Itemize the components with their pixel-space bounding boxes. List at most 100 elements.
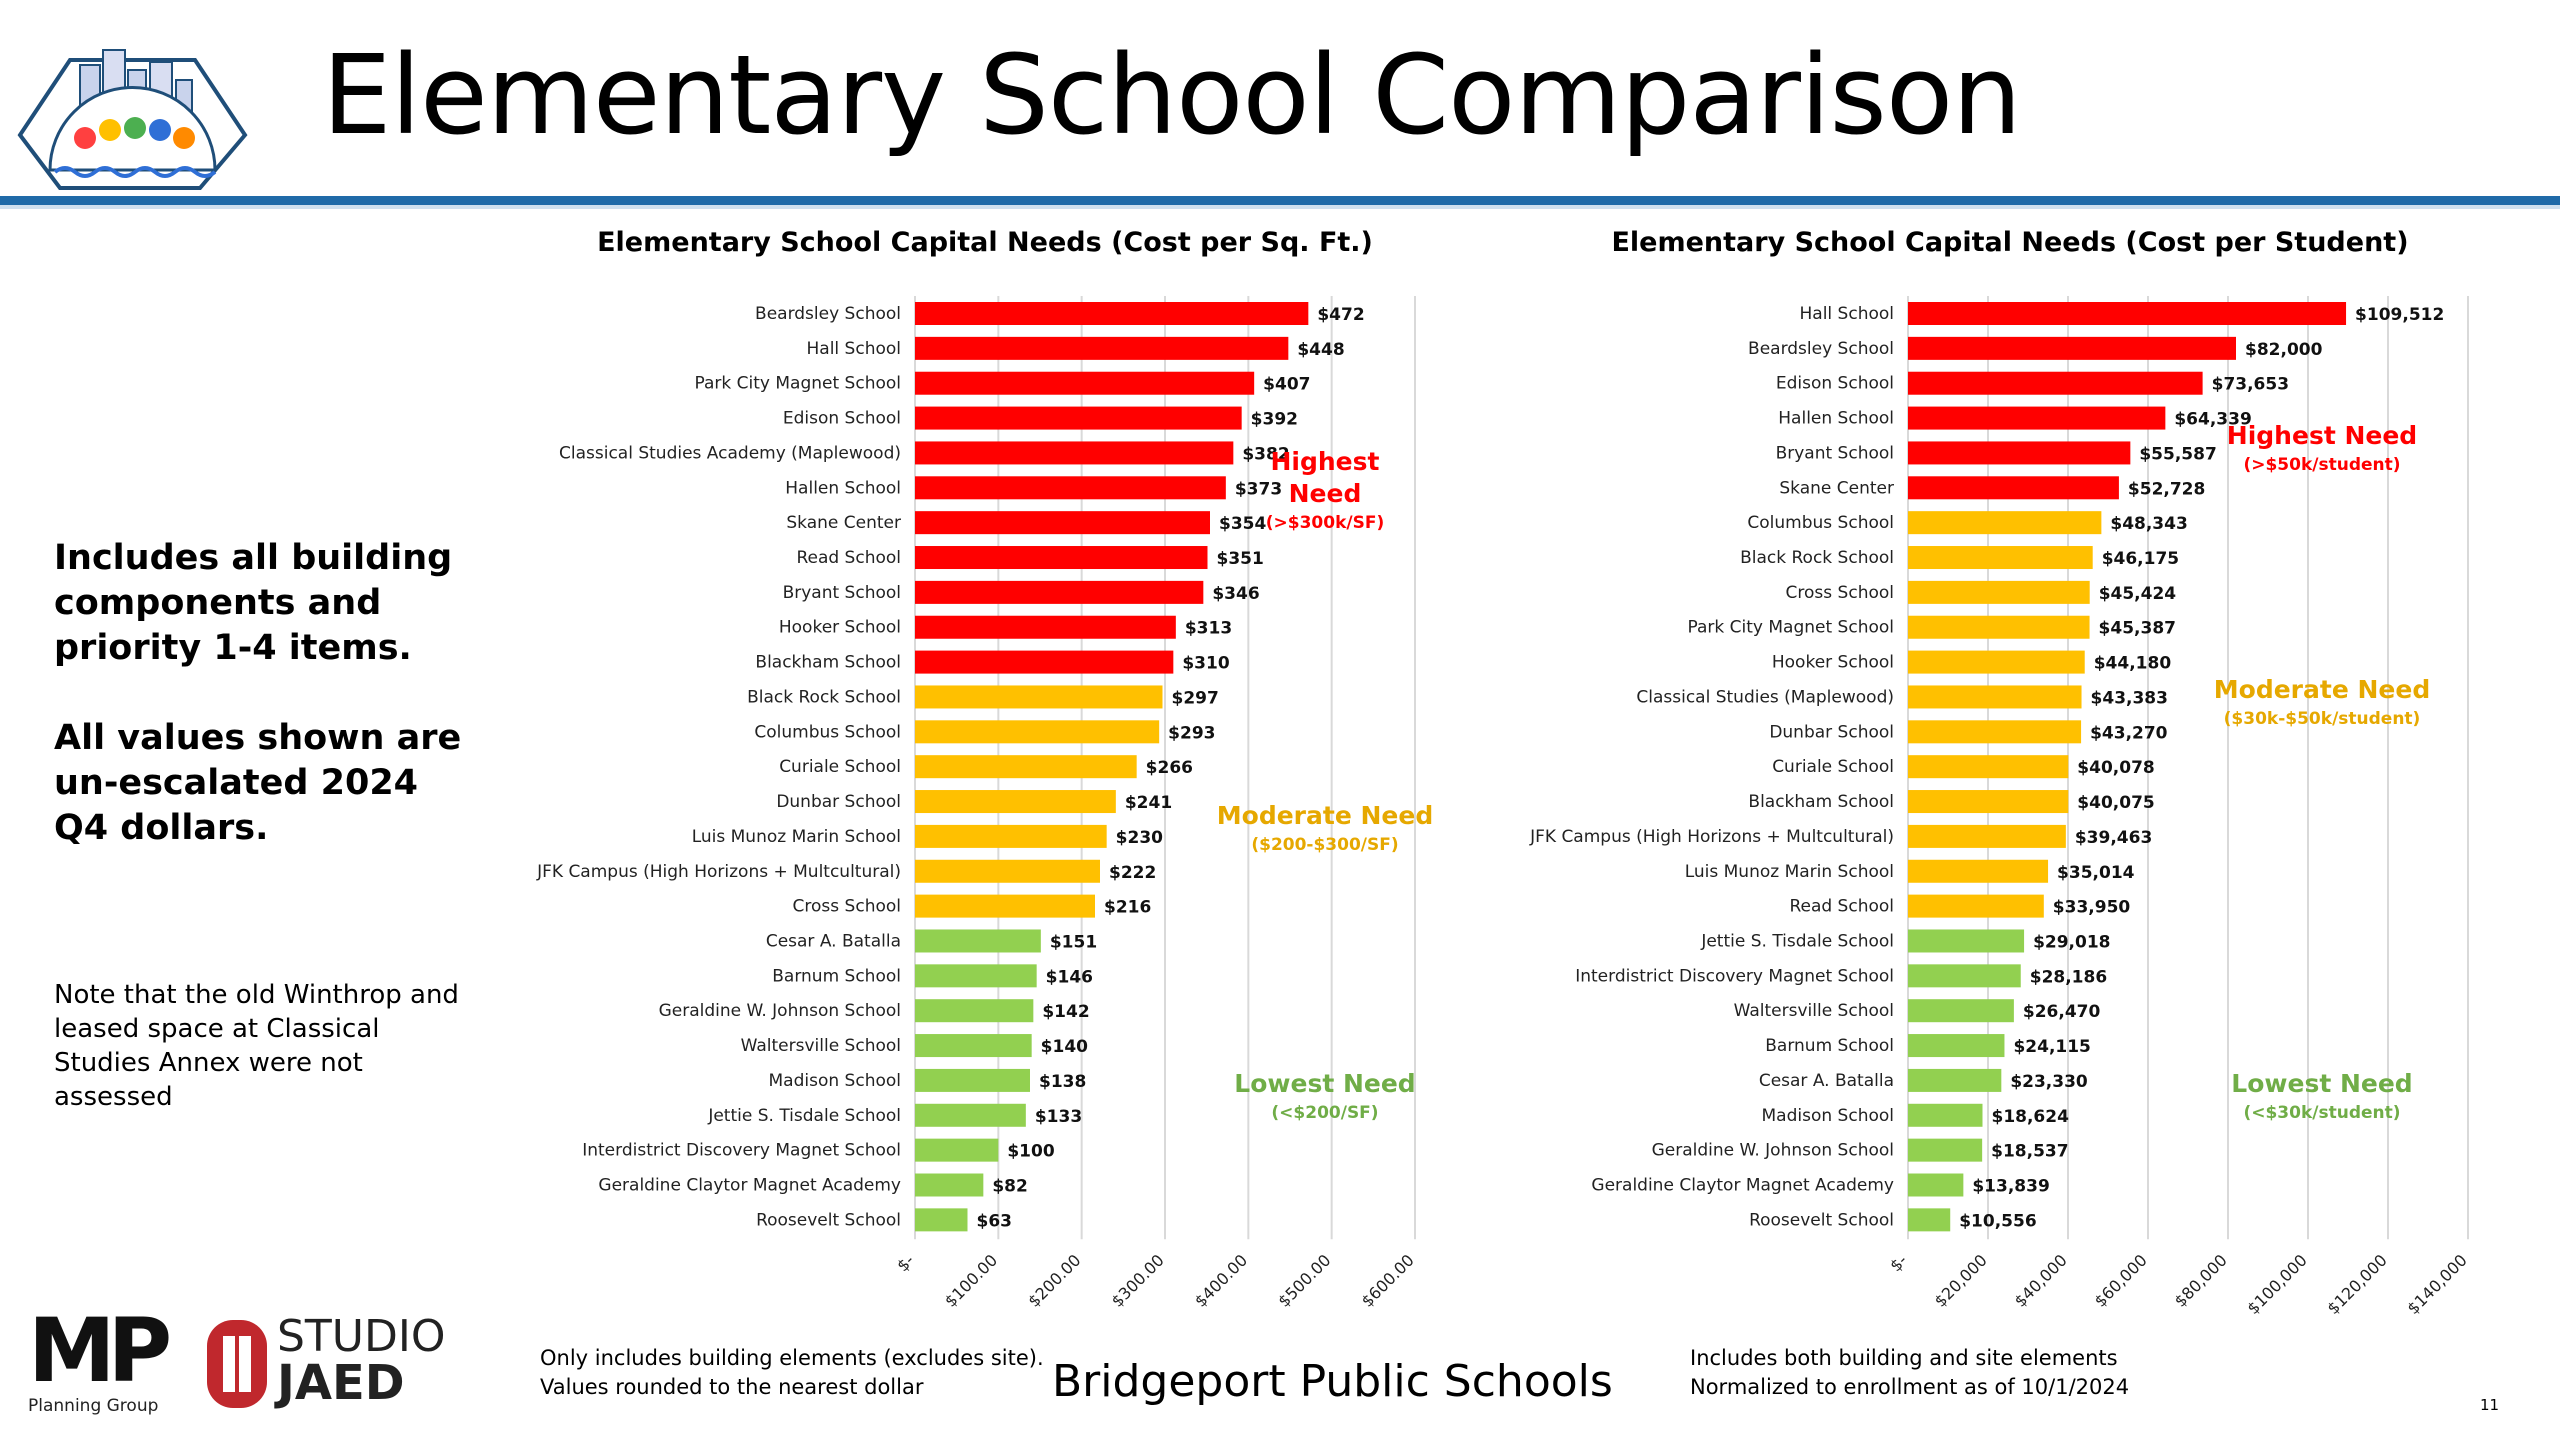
bar bbox=[1908, 1138, 1983, 1162]
annotation-subtitle: (>$300k/SF) bbox=[1266, 513, 1384, 533]
chart-title: Elementary School Capital Needs (Cost pe… bbox=[597, 227, 1373, 258]
category-label: JFK Campus (High Horizons + Multcultural… bbox=[1529, 827, 1894, 847]
data-label: $142 bbox=[1042, 1002, 1089, 1022]
data-label: $55,587 bbox=[2139, 444, 2216, 464]
data-label: $392 bbox=[1251, 410, 1298, 430]
category-label: Classical Studies (Maplewood) bbox=[1636, 687, 1894, 707]
footnote-line: Normalized to enrollment as of 10/1/2024 bbox=[1690, 1375, 2130, 1399]
bar bbox=[1908, 511, 2102, 535]
category-label: Bryant School bbox=[1776, 443, 1894, 463]
bar bbox=[915, 336, 1289, 360]
bar bbox=[1908, 1173, 1964, 1197]
category-label: Madison School bbox=[769, 1071, 901, 1091]
footnote-line: Only includes building elements (exclude… bbox=[540, 1346, 1044, 1370]
category-label: Hall School bbox=[1800, 304, 1895, 324]
category-label: Read School bbox=[1789, 897, 1894, 917]
bar bbox=[915, 824, 1107, 848]
annotation-title: Need bbox=[1289, 479, 1362, 508]
bar bbox=[1908, 894, 2044, 918]
category-label: Luis Munoz Marin School bbox=[1685, 862, 1894, 882]
tick-label: $20,000 bbox=[1931, 1251, 1991, 1311]
bar bbox=[1908, 720, 2082, 744]
data-label: $151 bbox=[1050, 932, 1097, 952]
category-label: Beardsley School bbox=[755, 304, 901, 324]
data-label: $100 bbox=[1007, 1142, 1054, 1162]
bar bbox=[915, 546, 1208, 570]
data-label: $52,728 bbox=[2128, 479, 2205, 499]
tick-label: $80,000 bbox=[2171, 1251, 2231, 1311]
assessment-note: Note that the old Winthrop and leased sp… bbox=[54, 980, 459, 1112]
data-label: $10,556 bbox=[1959, 1211, 2036, 1231]
bar bbox=[915, 720, 1160, 744]
category-label: Jettie S. Tisdale School bbox=[707, 1106, 901, 1126]
data-label: $109,512 bbox=[2355, 305, 2444, 325]
data-label: $138 bbox=[1039, 1072, 1086, 1092]
category-label: Beardsley School bbox=[1748, 339, 1894, 359]
category-label: Blackham School bbox=[755, 653, 901, 673]
category-label: Skane Center bbox=[786, 513, 901, 533]
bar bbox=[915, 755, 1137, 779]
bar bbox=[1908, 929, 2025, 953]
category-label: Park City Magnet School bbox=[695, 374, 901, 394]
bar bbox=[915, 511, 1210, 535]
header-rule-shadow bbox=[0, 205, 2560, 209]
bar bbox=[1908, 406, 2166, 430]
category-label: Cross School bbox=[793, 897, 901, 917]
data-label: $45,387 bbox=[2099, 619, 2176, 639]
page-title: Elementary School Comparison bbox=[322, 31, 2022, 159]
data-label: $40,078 bbox=[2077, 758, 2154, 778]
annotation-title: Highest Need bbox=[2227, 421, 2417, 450]
category-label: Read School bbox=[796, 548, 901, 568]
bar bbox=[1908, 336, 2236, 360]
bar bbox=[1908, 371, 2203, 395]
data-label: $13,839 bbox=[1972, 1177, 2049, 1197]
category-label: JFK Campus (High Horizons + Multcultural… bbox=[536, 862, 901, 882]
bar bbox=[915, 1208, 968, 1232]
tick-label: $400.00 bbox=[1191, 1251, 1251, 1311]
category-label: Waltersville School bbox=[1734, 1001, 1894, 1021]
bar bbox=[915, 371, 1255, 395]
tick-label: $100.00 bbox=[941, 1251, 1001, 1311]
mp-logo-mark: MP bbox=[28, 1299, 172, 1402]
annotation-title: Highest bbox=[1271, 447, 1380, 476]
bar bbox=[1908, 650, 2085, 674]
bar bbox=[915, 1103, 1026, 1127]
bar bbox=[1908, 1068, 2002, 1092]
data-label: $45,424 bbox=[2099, 584, 2177, 604]
bar bbox=[1908, 615, 2090, 639]
bar bbox=[1908, 824, 2066, 848]
category-label: Curiale School bbox=[1772, 757, 1894, 777]
bar bbox=[915, 894, 1095, 918]
data-label: $82 bbox=[992, 1177, 1028, 1197]
bar bbox=[1908, 859, 2049, 883]
bar bbox=[1908, 755, 2069, 779]
data-label: $216 bbox=[1104, 898, 1151, 918]
category-label: Dunbar School bbox=[776, 792, 901, 812]
data-label: $293 bbox=[1168, 723, 1215, 743]
category-label: Cesar A. Batalla bbox=[1759, 1071, 1894, 1091]
bar bbox=[915, 1173, 984, 1197]
data-label: $310 bbox=[1182, 654, 1229, 674]
category-label: Interdistrict Discovery Magnet School bbox=[1575, 966, 1894, 986]
bar bbox=[915, 685, 1163, 709]
category-label: Columbus School bbox=[1747, 513, 1894, 533]
annotation-title: Lowest Need bbox=[2231, 1069, 2412, 1098]
category-label: Cross School bbox=[1786, 583, 1894, 603]
jaed-logo-bottom: JAED bbox=[277, 1355, 405, 1411]
data-label: $40,075 bbox=[2077, 793, 2154, 813]
category-label: Geraldine Claytor Magnet Academy bbox=[598, 1176, 901, 1196]
data-label: $82,000 bbox=[2245, 340, 2323, 360]
bar bbox=[1908, 964, 2021, 988]
data-label: $448 bbox=[1297, 340, 1344, 360]
annotation-title: Moderate Need bbox=[2214, 675, 2430, 704]
tick-label: $40,000 bbox=[2011, 1251, 2071, 1311]
category-label: Madison School bbox=[1762, 1106, 1894, 1126]
data-label: $44,180 bbox=[2094, 654, 2172, 674]
bar bbox=[1908, 302, 2347, 325]
category-label: Dunbar School bbox=[1769, 722, 1894, 742]
bar bbox=[915, 929, 1041, 953]
data-label: $26,470 bbox=[2023, 1002, 2101, 1022]
footnote-line: Includes both building and site elements bbox=[1690, 1346, 2118, 1370]
bar bbox=[1908, 685, 2082, 709]
tick-label: $140,000 bbox=[2403, 1251, 2470, 1318]
